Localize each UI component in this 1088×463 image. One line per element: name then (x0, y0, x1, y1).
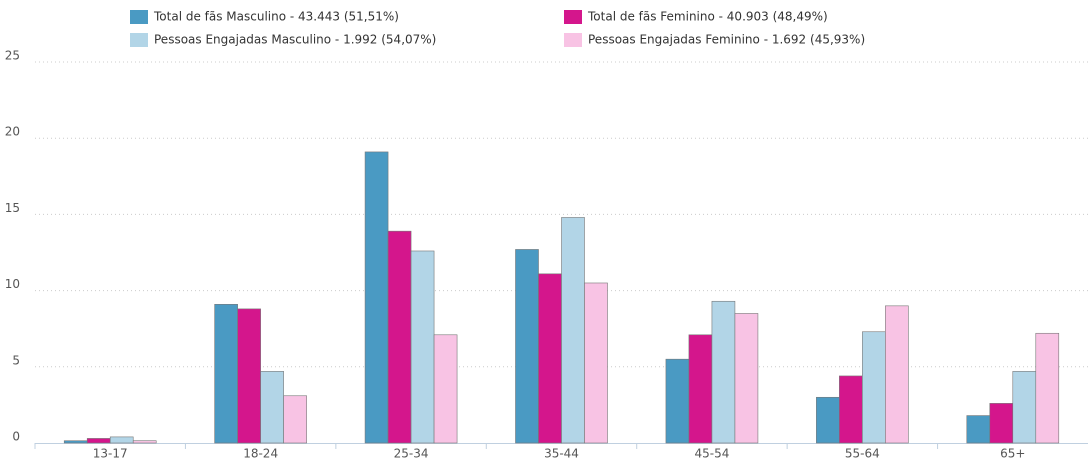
bar (688, 334, 713, 444)
legend-label[interactable]: Pessoas Engajadas Feminino - 1.692 (45,9… (588, 33, 865, 47)
legend-swatch[interactable] (564, 10, 582, 24)
y-tick-label: 5 (12, 353, 20, 367)
y-tick-label: 20 (5, 125, 20, 139)
bar (839, 375, 863, 444)
bar (237, 308, 261, 444)
bar (410, 250, 435, 444)
bar (109, 436, 134, 444)
y-tick-label: 15 (5, 201, 20, 215)
bar (364, 151, 389, 444)
bar (862, 331, 886, 444)
bar (214, 304, 238, 444)
bar (1035, 332, 1060, 444)
legend-swatch[interactable] (564, 33, 582, 47)
bar (665, 358, 690, 444)
legend-label[interactable]: Pessoas Engajadas Masculino - 1.992 (54,… (154, 33, 436, 47)
y-tick-label: 0 (12, 430, 20, 444)
x-tick-label: 25-34 (394, 447, 429, 461)
bar (561, 217, 585, 444)
bar (885, 305, 909, 444)
x-tick-label: 35-44 (544, 447, 579, 461)
legend-label[interactable]: Total de fãs Feminino - 40.903 (48,49%) (587, 10, 828, 24)
x-tick-label: 65+ (1000, 447, 1025, 461)
y-tick-label: 25 (5, 49, 20, 63)
bar (387, 230, 412, 444)
bar (433, 334, 458, 444)
bar (63, 440, 88, 444)
bar (989, 403, 1014, 444)
legend-swatch[interactable] (130, 33, 148, 47)
legend-swatch[interactable] (130, 10, 148, 24)
bar (283, 395, 307, 444)
x-tick-label: 18-24 (243, 447, 278, 461)
legend-label[interactable]: Total de fãs Masculino - 43.443 (51,51%) (153, 10, 399, 24)
bar (711, 300, 736, 444)
y-tick-label: 10 (5, 277, 20, 291)
x-tick-label: 45-54 (694, 447, 729, 461)
bar (260, 371, 284, 444)
bar (1012, 371, 1037, 444)
bar (966, 415, 991, 444)
bar (132, 440, 157, 444)
bar (86, 438, 111, 444)
x-tick-label: 55-64 (845, 447, 880, 461)
bar (734, 313, 759, 444)
bar (538, 273, 562, 444)
bar (515, 249, 539, 444)
bar (816, 396, 840, 444)
x-tick-label: 13-17 (93, 447, 128, 461)
bar (584, 282, 608, 444)
